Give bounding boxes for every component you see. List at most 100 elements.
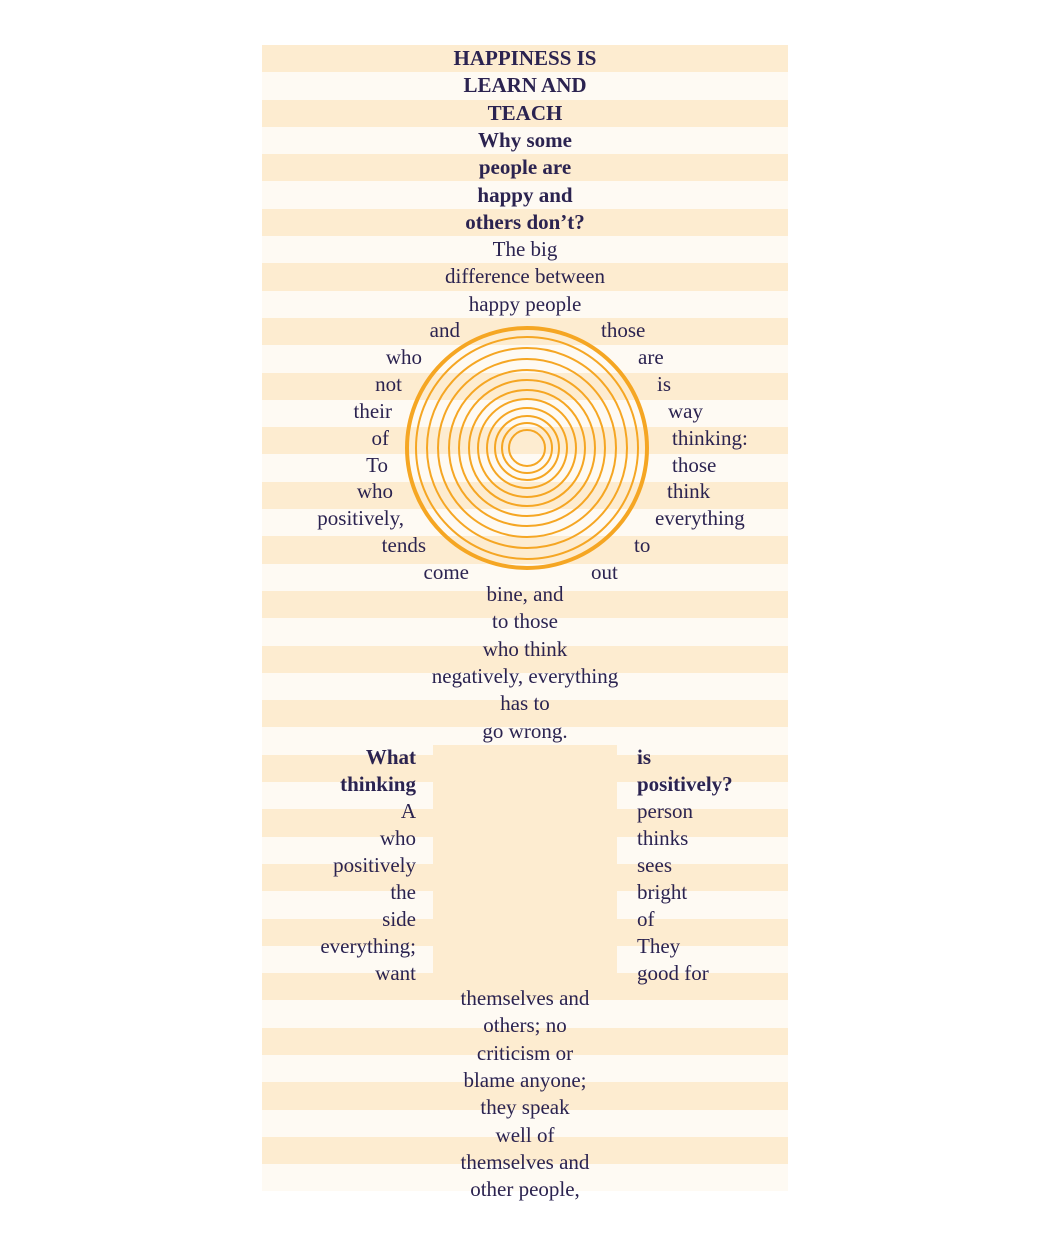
title-line: TEACH xyxy=(487,100,563,125)
paragraph-line: they speak xyxy=(480,1095,570,1120)
stripe xyxy=(262,290,788,318)
stripe xyxy=(262,372,788,400)
ring-word-right: those xyxy=(601,318,646,342)
stripe xyxy=(262,181,788,209)
subtitle-line: happy and xyxy=(477,182,573,207)
split-word-left: everything; xyxy=(320,934,416,958)
ring-word-right: out xyxy=(591,560,618,585)
split-word-left: A xyxy=(400,799,416,823)
ring-word-left: tends xyxy=(381,533,426,558)
stripe xyxy=(262,208,788,237)
ring-word-right: way xyxy=(668,398,703,423)
spiral-ring xyxy=(501,422,553,474)
split-word-right: is xyxy=(637,745,652,769)
paragraph-line: themselves and xyxy=(460,986,590,1010)
paragraph-line: other people, xyxy=(470,1177,580,1202)
stripe xyxy=(262,99,788,127)
spiral-ring xyxy=(415,336,639,560)
column-gap-block xyxy=(433,745,617,988)
paragraph-line: go wrong. xyxy=(482,718,568,743)
stripe xyxy=(262,1136,788,1165)
split-word-right: of xyxy=(637,907,655,931)
subtitle-line: Why some xyxy=(478,127,572,152)
stripe xyxy=(262,1082,788,1110)
split-word-left: positively xyxy=(333,853,416,877)
stripe xyxy=(262,1109,788,1137)
paragraph-line: others; no xyxy=(483,1013,567,1038)
stripe xyxy=(262,454,788,482)
ring-word-left: and xyxy=(429,318,460,342)
stripe xyxy=(262,154,788,182)
ring-word-right: those xyxy=(672,452,717,477)
paragraph-line: blame anyone; xyxy=(463,1067,587,1092)
paragraph-line: criticism or xyxy=(476,1040,574,1065)
split-word-right: sees xyxy=(637,853,672,877)
ring-word-left: positively, xyxy=(317,506,404,531)
spiral-ring xyxy=(448,369,606,527)
spiral-ring xyxy=(405,326,649,570)
concentric-circles-graphic xyxy=(405,326,649,570)
paragraph-line: has to xyxy=(500,691,550,716)
ring-word-left: not xyxy=(375,371,402,396)
paragraph-line: difference between xyxy=(445,264,605,289)
split-word-left: want xyxy=(375,961,416,985)
paragraph-line: well of xyxy=(495,1122,555,1147)
stripe xyxy=(262,672,788,701)
ring-word-left: To xyxy=(366,452,388,477)
stripe xyxy=(262,618,788,646)
ring-word-right: everything xyxy=(655,506,745,531)
spiral-ring xyxy=(468,389,586,507)
stripe xyxy=(262,236,788,264)
split-word-right: good for xyxy=(637,961,709,985)
paragraph-line: happy people xyxy=(468,291,582,316)
stripe xyxy=(262,1000,788,1028)
ring-word-left: who xyxy=(385,344,422,369)
split-word-right: positively? xyxy=(637,772,733,796)
ring-word-right: think xyxy=(667,479,711,504)
split-word-right: bright xyxy=(637,880,688,904)
stripe xyxy=(262,45,788,73)
stripe xyxy=(262,72,788,100)
stripe xyxy=(262,590,788,619)
stripe xyxy=(262,1164,788,1192)
spiral-ring xyxy=(437,358,617,538)
subtitle-line: people are xyxy=(478,155,572,180)
stripe xyxy=(262,263,788,291)
ring-word-left: their xyxy=(353,398,392,423)
ring-word-right: are xyxy=(638,344,664,369)
spiral-ring xyxy=(477,398,577,498)
spiral-ring xyxy=(426,347,628,549)
stripe xyxy=(262,509,788,537)
stripe xyxy=(262,645,788,673)
subtitle-line: others don’t? xyxy=(465,209,585,234)
paragraph-line: themselves and xyxy=(460,1149,590,1174)
split-word-left: What xyxy=(365,745,416,769)
paragraph-line: The big xyxy=(492,237,558,262)
split-word-right: thinks xyxy=(637,826,689,850)
split-word-left: the xyxy=(390,880,416,904)
paragraph-line: to those xyxy=(492,609,558,634)
stripe xyxy=(262,317,788,346)
split-word-left: who xyxy=(379,826,416,850)
stripe xyxy=(262,700,788,728)
split-word-left: thinking xyxy=(340,772,416,796)
paragraph-line: bine, and xyxy=(486,582,564,606)
ring-word-right: thinking: xyxy=(672,425,748,450)
stripe xyxy=(262,427,788,455)
spiral-ring xyxy=(486,407,568,489)
split-word-right: They xyxy=(637,934,681,958)
ring-word-left: come xyxy=(423,560,469,585)
title-line: LEARN AND xyxy=(463,73,587,98)
spiral-ring xyxy=(458,379,596,517)
paragraph-line: negatively, everything xyxy=(431,663,619,688)
stripe xyxy=(262,1054,788,1083)
split-word-right: person xyxy=(637,799,693,823)
ring-word-left: who xyxy=(356,479,393,504)
stripe xyxy=(262,126,788,155)
stripe xyxy=(262,481,788,510)
title-line: HAPPINESS IS xyxy=(453,46,597,70)
paragraph-line: who think xyxy=(482,636,568,661)
spiral-ring xyxy=(494,415,560,481)
split-word-left: side xyxy=(382,907,416,931)
ring-word-right: is xyxy=(657,371,672,396)
